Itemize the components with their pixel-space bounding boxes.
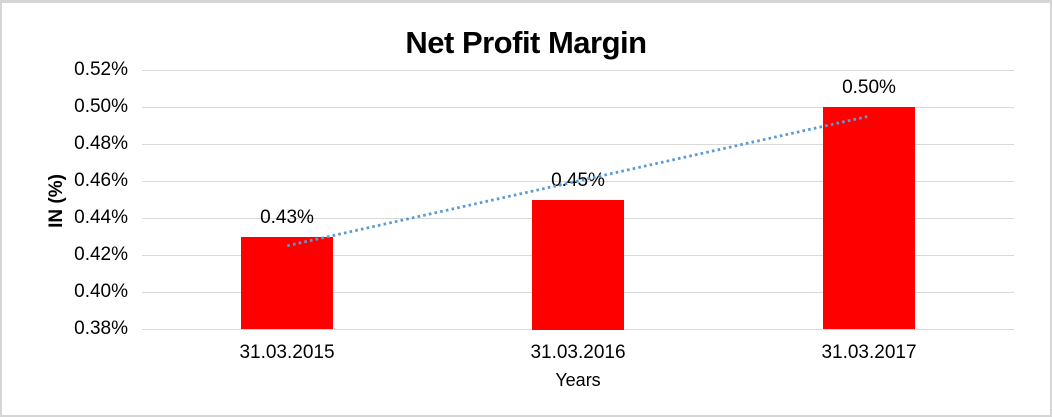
y-gridline <box>142 70 1014 71</box>
bar-value-label: 0.45% <box>551 170 605 191</box>
y-gridline <box>142 107 1014 108</box>
bar-31.03.2017 <box>823 107 915 329</box>
y-tick-label: 0.50% <box>74 96 128 117</box>
y-tick-label: 0.42% <box>74 244 128 265</box>
x-axis-title: Years <box>555 370 601 390</box>
bar-31.03.2016 <box>532 200 624 330</box>
y-tick-label: 0.52% <box>74 59 128 80</box>
bar-31.03.2015 <box>241 237 333 329</box>
y-tick-label: 0.38% <box>74 318 128 339</box>
y-tick-label: 0.40% <box>74 281 128 302</box>
plot-area: 0.43% 31.03.2015 0.45% 31.03.2016 0.50% 31.03… <box>142 70 1014 363</box>
y-tick-label: 0.48% <box>74 133 128 154</box>
x-tick-label: 31.03.2016 <box>530 342 626 363</box>
x-tick-label: 31.03.2015 <box>239 342 335 363</box>
chart-title: Net Profit Margin <box>405 25 647 60</box>
y-tick-label: 0.44% <box>74 207 128 228</box>
y-tick-label: 0.46% <box>74 170 128 191</box>
bar-value-label: 0.43% <box>260 207 314 228</box>
x-tick-label: 31.03.2017 <box>821 342 917 363</box>
bar-value-label: 0.50% <box>842 77 896 98</box>
